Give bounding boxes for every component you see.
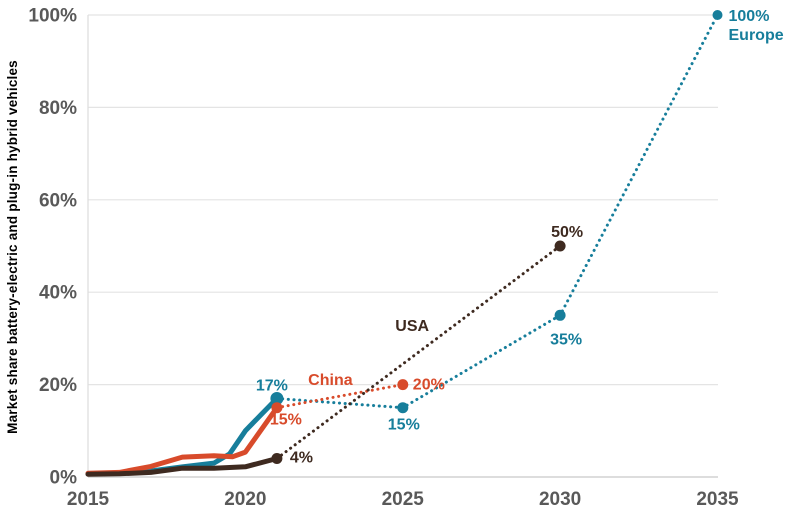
europe-marker-2025 [397, 402, 409, 414]
y-tick-80pct: 80% [39, 98, 77, 119]
y-axis-title: Market share battery-electric and plug-i… [5, 60, 20, 434]
x-tick-2015: 2015 [67, 489, 110, 510]
x-tick-2025: 2025 [382, 489, 425, 510]
series-label-china-china: China [308, 372, 353, 389]
value-label-europe-15pct: 15% [388, 417, 420, 434]
china-projection-dotted-line [275, 383, 405, 410]
series-label-usa-usa: USA [395, 318, 429, 335]
y-tick-0pct: 0% [50, 468, 78, 489]
china-marker-2025 [397, 379, 409, 391]
usa-marker-2021 [271, 453, 283, 464]
value-label-europe-35pct: 35% [550, 331, 582, 348]
value-label-china-15pct: 15% [270, 412, 302, 429]
china-marker-2021 [271, 402, 283, 414]
europe-marker-2021 [270, 392, 284, 405]
value-label-europe-100pct: 100% [729, 8, 770, 25]
y-tick-20pct: 20% [39, 375, 77, 396]
x-tick-2020: 2020 [224, 489, 266, 510]
europe-marker-2030 [554, 309, 566, 321]
value-label-usa-50pct: 50% [551, 224, 583, 241]
grid-layer [87, 14, 718, 478]
series-layer [85, 13, 719, 477]
y-tick-40pct: 40% [39, 283, 77, 304]
x-tick-2030: 2030 [539, 489, 581, 510]
value-label-europe-17pct: 17% [256, 378, 288, 395]
series-label-europe-europe: Europe [729, 27, 784, 44]
axis-layer: 0% 20% 40% 60% 80% 100% 2015 2020 2025 2030 2035 [28, 6, 739, 511]
usa-marker-2030 [554, 240, 566, 252]
marker-layer [270, 10, 723, 464]
value-label-china-20pct: 20% [413, 377, 445, 394]
usa-projection-dotted-line [275, 244, 562, 460]
annotation-layer: 17% 15% 4% China USA 20% 15% 50% 35% 100% Europe [256, 8, 784, 467]
usa-historical-solid-line [85, 456, 280, 477]
europe-projection-dotted-line [275, 13, 719, 410]
y-tick-60pct: 60% [39, 190, 77, 211]
x-tick-2035: 2035 [696, 489, 739, 510]
value-label-usa-4pct: 4% [290, 450, 313, 467]
europe-historical-solid-line [85, 396, 280, 477]
europe-marker-2035 [712, 10, 723, 20]
y-tick-100pct: 100% [28, 6, 77, 27]
